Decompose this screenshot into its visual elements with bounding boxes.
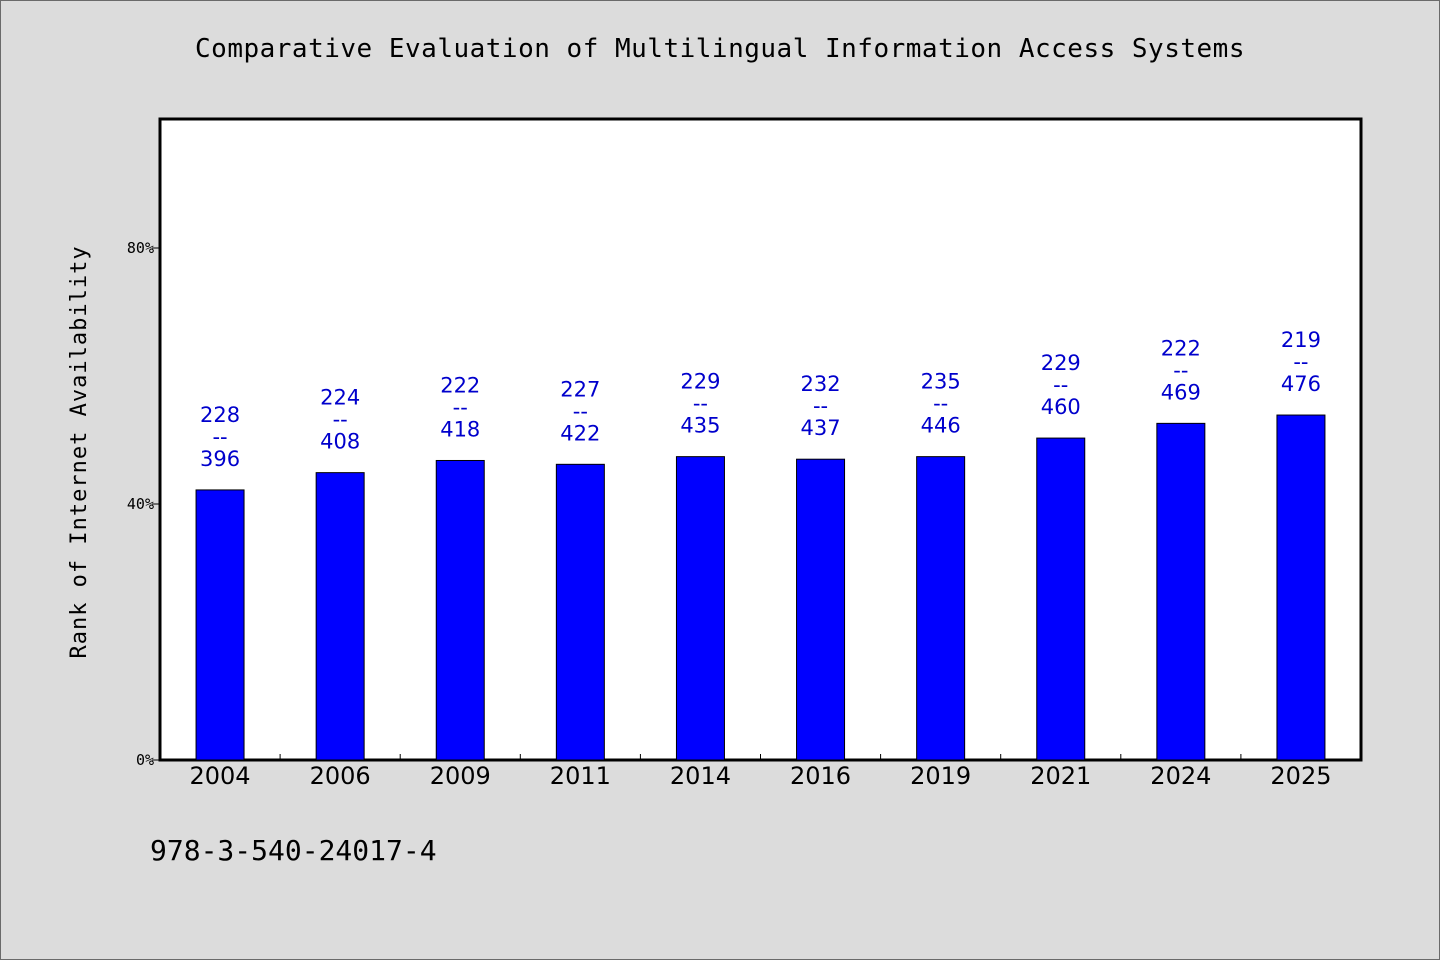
bar <box>435 459 485 761</box>
data-label-bottom: 408 <box>320 430 360 454</box>
bar <box>1276 414 1326 761</box>
bar-series <box>195 414 1326 761</box>
data-label-sep: -- <box>1173 358 1188 382</box>
data-label-top: 224 <box>320 386 360 410</box>
y-axis-title: Rank of Internet Availability <box>67 245 92 658</box>
data-label-bottom: 437 <box>801 416 841 440</box>
data-label-top: 227 <box>560 377 600 401</box>
bar <box>1156 422 1206 761</box>
data-label-bottom: 422 <box>560 421 600 445</box>
y-tick-label: 0% <box>136 751 154 769</box>
data-label-sep: -- <box>933 392 948 416</box>
data-label-bottom: 469 <box>1161 380 1201 404</box>
data-label-top: 232 <box>801 372 841 396</box>
data-label-top: 235 <box>921 370 961 394</box>
chart-title: Comparative Evaluation of Multilingual I… <box>195 34 1245 64</box>
x-tick-label: 2019 <box>910 762 971 790</box>
data-label-top: 228 <box>200 403 240 427</box>
y-axis: 0% 40% 80% <box>127 239 160 769</box>
bar <box>555 463 605 761</box>
bar <box>195 489 245 761</box>
x-tick-label: 2006 <box>310 762 371 790</box>
bar <box>675 456 725 761</box>
data-label-bottom: 396 <box>200 447 240 471</box>
y-tick-label: 40% <box>127 495 154 513</box>
x-tick-label: 2025 <box>1270 762 1331 790</box>
data-label-sep: -- <box>333 408 348 432</box>
bar <box>796 458 846 761</box>
data-label-top: 219 <box>1281 328 1321 352</box>
data-label-sep: -- <box>1053 373 1068 397</box>
data-label-bottom: 418 <box>440 417 480 441</box>
data-label-sep: -- <box>693 392 708 416</box>
data-label-sep: -- <box>1293 350 1308 374</box>
data-label-bottom: 460 <box>1041 395 1081 419</box>
data-label-top: 229 <box>1041 351 1081 375</box>
bar <box>916 456 966 761</box>
data-label-sep: -- <box>453 395 468 419</box>
x-tick-label: 2024 <box>1150 762 1211 790</box>
data-label-top: 222 <box>1161 336 1201 360</box>
data-labels: 228--396224--408222--418227--422229--435… <box>200 328 1321 471</box>
bar <box>1036 437 1086 761</box>
x-tick-label: 2009 <box>430 762 491 790</box>
data-label-bottom: 476 <box>1281 372 1321 396</box>
bar <box>315 472 365 761</box>
data-label-sep: -- <box>813 394 828 418</box>
x-axis: 2004 2006 2009 2011 2014 2016 2019 2021 2024 2025 <box>190 754 1331 790</box>
data-label-top: 229 <box>680 370 720 394</box>
data-label-sep: -- <box>212 425 227 449</box>
x-tick-label: 2014 <box>670 762 731 790</box>
data-label-top: 222 <box>440 373 480 397</box>
x-tick-label: 2004 <box>190 762 251 790</box>
data-label-bottom: 435 <box>680 414 720 438</box>
y-tick-label: 80% <box>127 239 154 257</box>
x-tick-label: 2011 <box>550 762 611 790</box>
isbn-code: 978-3-540-24017-4 <box>150 834 437 867</box>
data-label-bottom: 446 <box>921 414 961 438</box>
data-label-sep: -- <box>573 399 588 423</box>
x-tick-label: 2021 <box>1030 762 1091 790</box>
x-tick-label: 2016 <box>790 762 851 790</box>
